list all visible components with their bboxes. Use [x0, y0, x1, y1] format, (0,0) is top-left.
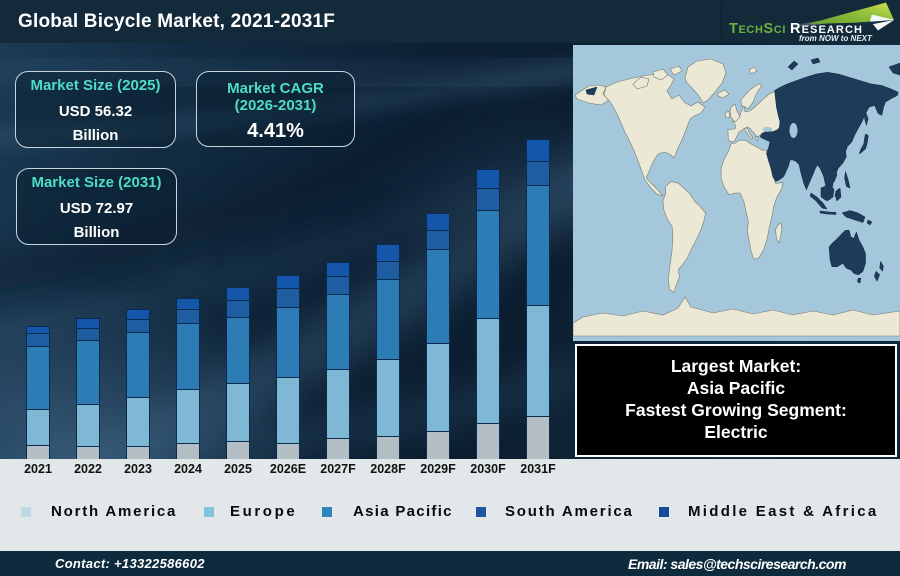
- svg-text:RESEARCH: RESEARCH: [790, 21, 863, 37]
- svg-text:from NOW to NEXT: from NOW to NEXT: [799, 34, 873, 43]
- svg-text:TECHSCI: TECHSCI: [729, 21, 786, 37]
